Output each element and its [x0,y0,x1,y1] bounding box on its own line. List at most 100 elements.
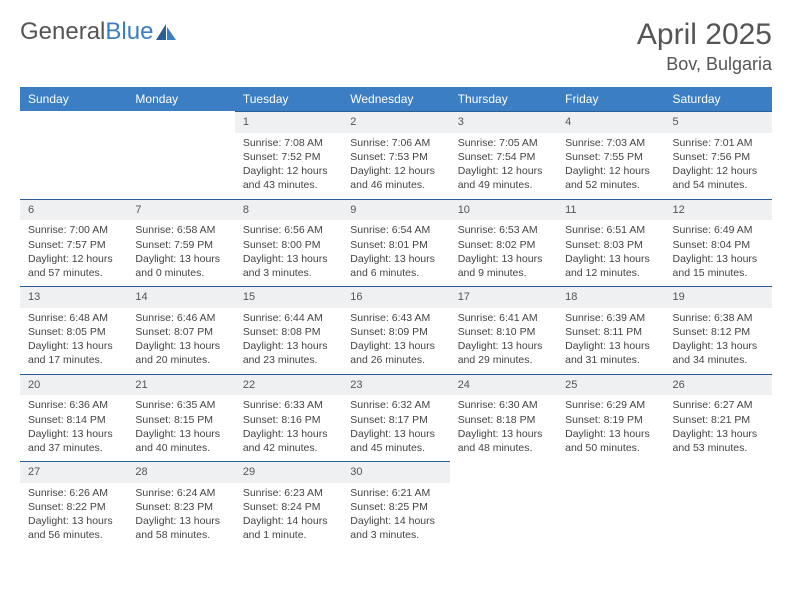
day-number: 10 [450,199,557,221]
day-details: Sunrise: 6:41 AMSunset: 8:10 PMDaylight:… [450,308,557,374]
calendar-day-cell: 12Sunrise: 6:49 AMSunset: 8:04 PMDayligh… [665,199,772,287]
calendar-day-cell: 17Sunrise: 6:41 AMSunset: 8:10 PMDayligh… [450,286,557,374]
sunrise-line: Sunrise: 6:41 AM [458,311,549,325]
sunrise-line: Sunrise: 7:06 AM [350,136,441,150]
day-number: 20 [20,374,127,396]
sail-icon [155,23,177,41]
calendar-table: SundayMondayTuesdayWednesdayThursdayFrid… [20,87,772,549]
daylight-line: Daylight: 13 hours and 3 minutes. [243,252,334,280]
calendar-day-cell: 5Sunrise: 7:01 AMSunset: 7:56 PMDaylight… [665,111,772,199]
sunrise-line: Sunrise: 6:44 AM [243,311,334,325]
daylight-line: Daylight: 13 hours and 45 minutes. [350,427,441,455]
day-number: 2 [342,111,449,133]
day-number: 16 [342,286,449,308]
day-number: 8 [235,199,342,221]
day-number: 12 [665,199,772,221]
sunrise-line: Sunrise: 6:49 AM [673,223,764,237]
day-number: 6 [20,199,127,221]
day-number: 23 [342,374,449,396]
sunset-line: Sunset: 8:25 PM [350,500,441,514]
daylight-line: Daylight: 13 hours and 23 minutes. [243,339,334,367]
day-number: 14 [127,286,234,308]
calendar-day-cell: 25Sunrise: 6:29 AMSunset: 8:19 PMDayligh… [557,374,664,462]
daylight-line: Daylight: 13 hours and 0 minutes. [135,252,226,280]
calendar-day-cell: 30Sunrise: 6:21 AMSunset: 8:25 PMDayligh… [342,461,449,549]
day-number: 1 [235,111,342,133]
sunset-line: Sunset: 8:05 PM [28,325,119,339]
daylight-line: Daylight: 13 hours and 40 minutes. [135,427,226,455]
sunset-line: Sunset: 8:18 PM [458,413,549,427]
sunrise-line: Sunrise: 6:32 AM [350,398,441,412]
calendar-week-row: 1Sunrise: 7:08 AMSunset: 7:52 PMDaylight… [20,111,772,199]
calendar-week-row: 27Sunrise: 6:26 AMSunset: 8:22 PMDayligh… [20,461,772,549]
daylight-line: Daylight: 14 hours and 1 minute. [243,514,334,542]
sunrise-line: Sunrise: 6:43 AM [350,311,441,325]
day-number: 19 [665,286,772,308]
day-number: 21 [127,374,234,396]
sunset-line: Sunset: 8:00 PM [243,238,334,252]
sunrise-line: Sunrise: 6:29 AM [565,398,656,412]
daylight-line: Daylight: 14 hours and 3 minutes. [350,514,441,542]
sunset-line: Sunset: 8:16 PM [243,413,334,427]
calendar-day-cell: 24Sunrise: 6:30 AMSunset: 8:18 PMDayligh… [450,374,557,462]
calendar-week-row: 13Sunrise: 6:48 AMSunset: 8:05 PMDayligh… [20,286,772,374]
day-details: Sunrise: 6:27 AMSunset: 8:21 PMDaylight:… [665,395,772,461]
brand-part2: Blue [105,18,153,45]
sunset-line: Sunset: 8:02 PM [458,238,549,252]
daylight-line: Daylight: 13 hours and 58 minutes. [135,514,226,542]
daylight-line: Daylight: 13 hours and 37 minutes. [28,427,119,455]
day-number: 22 [235,374,342,396]
day-number: 30 [342,461,449,483]
calendar-day-cell: 29Sunrise: 6:23 AMSunset: 8:24 PMDayligh… [235,461,342,549]
daylight-line: Daylight: 12 hours and 57 minutes. [28,252,119,280]
sunset-line: Sunset: 7:59 PM [135,238,226,252]
sunset-line: Sunset: 8:14 PM [28,413,119,427]
calendar-empty-cell [20,111,127,199]
calendar-day-cell: 27Sunrise: 6:26 AMSunset: 8:22 PMDayligh… [20,461,127,549]
weekday-header: Sunday [20,87,127,111]
daylight-line: Daylight: 13 hours and 17 minutes. [28,339,119,367]
sunset-line: Sunset: 8:04 PM [673,238,764,252]
weekday-header: Friday [557,87,664,111]
daylight-line: Daylight: 13 hours and 9 minutes. [458,252,549,280]
day-details: Sunrise: 6:44 AMSunset: 8:08 PMDaylight:… [235,308,342,374]
day-number: 11 [557,199,664,221]
day-details: Sunrise: 6:51 AMSunset: 8:03 PMDaylight:… [557,220,664,286]
daylight-line: Daylight: 13 hours and 42 minutes. [243,427,334,455]
calendar-day-cell: 20 Sunrise: 6:36 AMSunset: 8:14 PMDayligh… [20,374,127,462]
sunrise-line: Sunrise: 6:48 AM [28,311,119,325]
sunset-line: Sunset: 7:57 PM [28,238,119,252]
calendar-day-cell: 4Sunrise: 7:03 AMSunset: 7:55 PMDaylight… [557,111,664,199]
sunset-line: Sunset: 8:17 PM [350,413,441,427]
day-details: Sunrise: 6:38 AMSunset: 8:12 PMDaylight:… [665,308,772,374]
daylight-line: Daylight: 13 hours and 31 minutes. [565,339,656,367]
brand-part1: General [20,18,105,45]
day-details: Sunrise: 7:05 AMSunset: 7:54 PMDaylight:… [450,133,557,199]
sunset-line: Sunset: 8:01 PM [350,238,441,252]
location: Bov, Bulgaria [637,54,772,75]
calendar-day-cell: 9Sunrise: 6:54 AMSunset: 8:01 PMDaylight… [342,199,449,287]
calendar-day-cell: 2Sunrise: 7:06 AMSunset: 7:53 PMDaylight… [342,111,449,199]
daylight-line: Daylight: 13 hours and 56 minutes. [28,514,119,542]
day-details: Sunrise: 7:00 AMSunset: 7:57 PMDaylight:… [20,220,127,286]
sunrise-line: Sunrise: 6:23 AM [243,486,334,500]
sunset-line: Sunset: 8:23 PM [135,500,226,514]
daylight-line: Daylight: 13 hours and 6 minutes. [350,252,441,280]
sunrise-line: Sunrise: 6:36 AM [28,398,119,412]
day-details: Sunrise: 6:35 AMSunset: 8:15 PMDaylight:… [127,395,234,461]
day-details: Sunrise: 6:53 AMSunset: 8:02 PMDaylight:… [450,220,557,286]
day-details: Sunrise: 6:54 AMSunset: 8:01 PMDaylight:… [342,220,449,286]
day-number: 9 [342,199,449,221]
day-number: 27 [20,461,127,483]
day-details: Sunrise: 6:32 AMSunset: 8:17 PMDaylight:… [342,395,449,461]
daylight-line: Daylight: 13 hours and 20 minutes. [135,339,226,367]
calendar-empty-cell [665,461,772,549]
sunrise-line: Sunrise: 6:53 AM [458,223,549,237]
day-number: 29 [235,461,342,483]
sunrise-line: Sunrise: 7:05 AM [458,136,549,150]
day-details: Sunrise: 6:23 AMSunset: 8:24 PMDaylight:… [235,483,342,549]
calendar-week-row: 6Sunrise: 7:00 AMSunset: 7:57 PMDaylight… [20,199,772,287]
calendar-day-cell: 7Sunrise: 6:58 AMSunset: 7:59 PMDaylight… [127,199,234,287]
day-number: 17 [450,286,557,308]
day-details: Sunrise: 6:21 AMSunset: 8:25 PMDaylight:… [342,483,449,549]
